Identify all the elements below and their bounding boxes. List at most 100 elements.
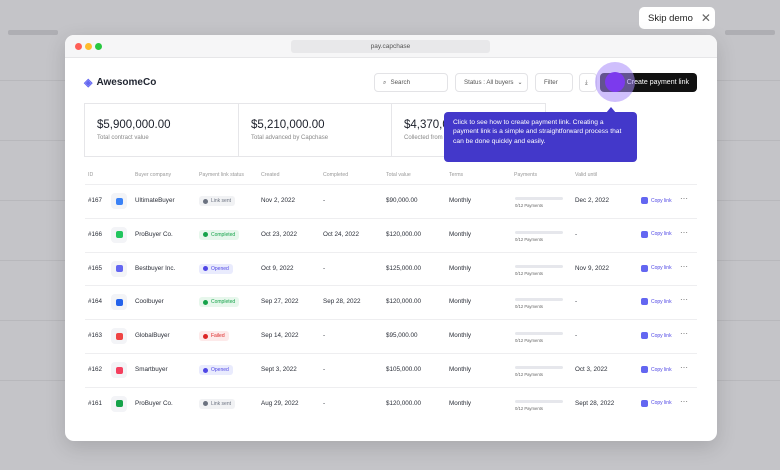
more-menu[interactable]: ⋯ [680,396,688,406]
status-icon [203,198,208,204]
copy-icon [641,366,648,373]
payments-label: 0/12 Payments [515,236,543,242]
skip-label: Skip demo [648,12,693,24]
row-divider [85,285,697,287]
payments-label: 0/12 Payments [515,203,543,208]
status-label: Failed [211,333,225,340]
status-badge: Completed [199,229,240,240]
copy-icon [641,197,648,204]
more-menu[interactable]: ⋯ [680,261,688,271]
created-date: Sep 27, 2022 [261,298,299,306]
more-menu[interactable]: ⋯ [680,329,688,339]
buyer-company: Smartbuyer [135,366,168,373]
skip-demo-button[interactable]: Skip demo ✕ [639,7,715,29]
more-menu[interactable]: ⋯ [680,194,688,203]
stat-card: $5,210,000.00 Total advanced by Capchase [238,103,392,157]
copy-label: Copy link [651,366,672,373]
total-value: $95,000.00 [386,332,418,340]
stat-label: Total contract value [97,135,149,141]
payments-progress [515,197,563,200]
column-header: Payments [514,172,538,178]
stat-value: $5,210,000.00 [251,119,325,131]
minimize-dot[interactable] [85,43,92,50]
buyer-company: Bestbuyer Inc. [135,264,176,272]
total-value: $120,000.00 [386,399,422,407]
buyer-company: GlobalBuyer [135,332,170,340]
terms: Monthly [449,298,472,306]
more-menu[interactable]: ⋯ [680,295,688,305]
row-id: #167 [88,197,103,204]
buyer-logo [111,395,127,412]
row-divider [85,184,697,185]
copy-link-button[interactable]: Copy link [641,230,672,238]
close-icon: ✕ [700,11,711,25]
created-date: Oct 9, 2022 [261,264,294,272]
stat-label: Total advanced by Capchase [251,135,329,141]
logo-mark [115,265,123,273]
payments-progress [515,399,563,403]
zoom-dot[interactable] [95,43,102,50]
copy-link-button[interactable]: Copy link [641,197,672,204]
copy-icon [641,264,648,272]
buyer-logo [111,193,127,209]
terms: Monthly [449,332,472,340]
buyer-logo [111,260,127,277]
url-bar[interactable]: pay.capchase [291,40,490,53]
row-divider [85,217,697,219]
copy-link-button[interactable]: Copy link [641,298,672,306]
status-label: Opened [211,367,229,373]
copy-icon [641,332,648,340]
search-icon: ⌕ [383,78,387,86]
more-menu[interactable]: ⋯ [680,363,688,372]
total-value: $125,000.00 [386,264,422,272]
stat-card: $5,900,000.00 Total contract value [84,103,239,157]
close-dot[interactable] [75,43,82,50]
status-badge: Opened [199,365,233,375]
payments-label: 0/12 Payments [515,304,543,310]
buyer-company: Coolbuyer [135,298,164,306]
status-label: Completed [211,231,236,238]
more-menu[interactable]: ⋯ [680,227,688,237]
status-filter[interactable]: Status : All buyers ⌄ [455,73,528,92]
column-header: Created [261,172,280,178]
copy-link-button[interactable]: Copy link [641,264,672,272]
tooltip-arrow [606,107,616,113]
terms: Monthly [449,366,472,373]
copy-link-button[interactable]: Copy link [641,332,672,340]
payments-progress [515,332,563,336]
completed-date: - [323,399,326,407]
payments-progress [515,230,563,234]
column-header: Buyer company [135,172,172,178]
highlight-spot[interactable] [605,72,625,92]
status-label: Completed [211,299,236,306]
row-id: #162 [88,366,103,373]
copy-link-button[interactable]: Copy link [641,399,672,407]
copy-label: Copy link [651,265,672,272]
stat-label: Collected from [404,135,443,141]
status-icon [203,333,208,339]
payments-progress [515,298,563,302]
column-header: Completed [323,172,349,178]
column-header: Total value [386,172,411,178]
copy-label: Copy link [651,332,672,339]
status-badge: Failed [199,331,229,342]
status-icon [203,266,208,272]
completed-date: - [323,264,326,272]
buyer-logo [111,294,127,311]
payments-progress [515,264,563,268]
copy-label: Copy link [651,400,672,407]
logo-mark [115,197,123,205]
completed-date: - [323,197,326,204]
search-box[interactable]: ⌕ Search [374,73,448,92]
column-header: Terms [449,172,464,178]
filter-label: Filter [544,79,558,86]
status-label: Opened [211,265,229,272]
buyer-logo [111,328,127,345]
copy-link-button[interactable]: Copy link [641,366,672,373]
status-icon [203,401,208,407]
filter-button[interactable]: Filter [535,73,573,92]
column-header: Valid until [575,172,598,178]
payments-label: 0/12 Payments [515,270,543,276]
tooltip-text: Click to see how to create payment link.… [453,119,622,145]
